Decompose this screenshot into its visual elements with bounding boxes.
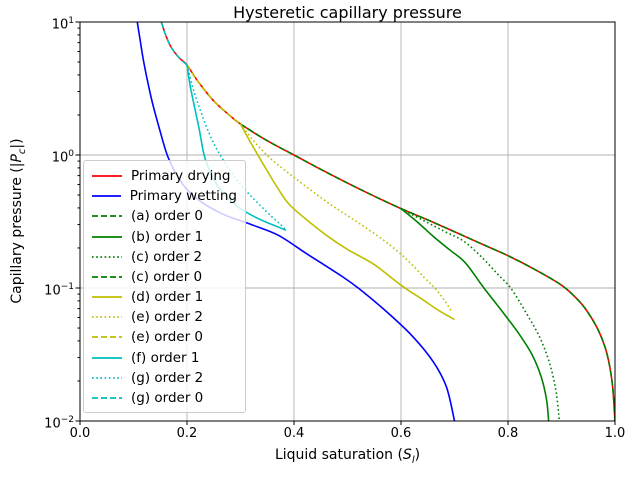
legend-label: (g) order 2 <box>131 369 204 386</box>
curve-g-order-0 <box>160 22 188 66</box>
x-axis-label-text: Liquid saturation ( <box>274 447 403 463</box>
legend-item-c-order-2: (c) order 2 <box>92 247 237 267</box>
x-axis-label-symbol: S <box>402 447 412 463</box>
x-tick-label: 0.6 <box>390 426 412 441</box>
legend-line-sample <box>92 356 122 359</box>
curve-a-order-0 <box>400 207 615 421</box>
x-axis-label-subscript: l <box>411 454 415 466</box>
curve-c-order-2 <box>400 207 561 421</box>
y-tick-exponent: 0 <box>68 149 74 159</box>
y-tick-base: 10 <box>51 17 69 33</box>
x-tick-label: 0.2 <box>176 426 198 441</box>
curve-b-order-1 <box>400 208 550 421</box>
x-tick-label: 0.0 <box>69 426 91 441</box>
legend-label: (a) order 0 <box>131 208 203 225</box>
legend-line-sample <box>92 215 122 218</box>
x-tick-label: 0.8 <box>497 426 519 441</box>
curve-d-order-1 <box>239 123 455 321</box>
legend-line-sample <box>92 255 122 258</box>
legend-line-sample <box>92 316 122 319</box>
y-tick-base: 10 <box>51 150 69 166</box>
y-tick-exponent: −2 <box>60 415 74 425</box>
y-tick-label: 101 <box>22 12 74 34</box>
ticks <box>75 21 616 425</box>
legend-item-g-order-2: (g) order 2 <box>92 368 237 388</box>
legend-line-sample <box>92 275 122 278</box>
y-tick-base: 10 <box>44 416 61 432</box>
curve-e-order-2 <box>239 123 453 313</box>
axes-spines <box>79 21 616 422</box>
legend-item-g-order-0: (g) order 0 <box>92 388 237 408</box>
legend-item-b-order-1: (b) order 1 <box>92 227 237 247</box>
x-tick-label: 0.4 <box>283 426 305 441</box>
x-axis-label: Liquid saturation (Sl) <box>80 447 615 466</box>
legend-label: (b) order 1 <box>131 228 204 245</box>
legend-line-sample <box>92 376 122 379</box>
legend-label: (d) order 1 <box>131 289 204 306</box>
legend-item-primary-wetting: Primary wetting <box>92 186 237 206</box>
legend-item-e-order-2: (e) order 2 <box>92 307 237 327</box>
y-tick-label: 100 <box>22 145 74 167</box>
legend-item-a-order-0: (a) order 0 <box>92 206 237 226</box>
legend-item-e-order-0: (e) order 0 <box>92 327 237 347</box>
legend-label: (c) order 0 <box>131 268 203 285</box>
legend-line-sample <box>92 175 122 177</box>
legend-line-sample <box>92 195 121 198</box>
legend: Primary drying Primary wetting (a) order 0… <box>83 160 246 413</box>
curve-e-order-0 <box>186 64 241 125</box>
legend-label: (e) order 0 <box>131 329 204 346</box>
legend-line-sample <box>92 336 122 339</box>
legend-label: Primary wetting <box>129 188 237 205</box>
legend-line-sample <box>92 235 122 238</box>
curve-c-order-0 <box>240 123 402 210</box>
legend-label: (g) order 0 <box>131 389 204 406</box>
y-tick-exponent: 1 <box>68 16 74 26</box>
y-tick-exponent: −1 <box>60 282 74 292</box>
chart-title: Hysteretic capillary pressure <box>233 3 462 22</box>
legend-label: (c) order 2 <box>131 248 203 265</box>
legend-line-sample <box>92 396 122 399</box>
y-tick-label: 10−2 <box>22 411 74 433</box>
x-axis-label-close: ) <box>414 447 421 463</box>
legend-label: Primary drying <box>131 168 231 184</box>
legend-line-sample <box>92 296 122 298</box>
legend-item-d-order-1: (d) order 1 <box>92 287 237 307</box>
legend-item-primary-drying: Primary drying <box>92 166 237 186</box>
y-tick-label: 10−1 <box>22 278 74 300</box>
legend-label: (e) order 2 <box>131 309 204 326</box>
y-axis-label: Capillary pressure (|Pc|) <box>9 21 29 421</box>
legend-item-f-order-1: (f) order 1 <box>92 348 237 368</box>
legend-item-c-order-0: (c) order 0 <box>92 267 237 287</box>
y-tick-base: 10 <box>44 283 61 299</box>
x-tick-label: 1.0 <box>604 426 626 441</box>
legend-label: (f) order 1 <box>131 349 200 366</box>
